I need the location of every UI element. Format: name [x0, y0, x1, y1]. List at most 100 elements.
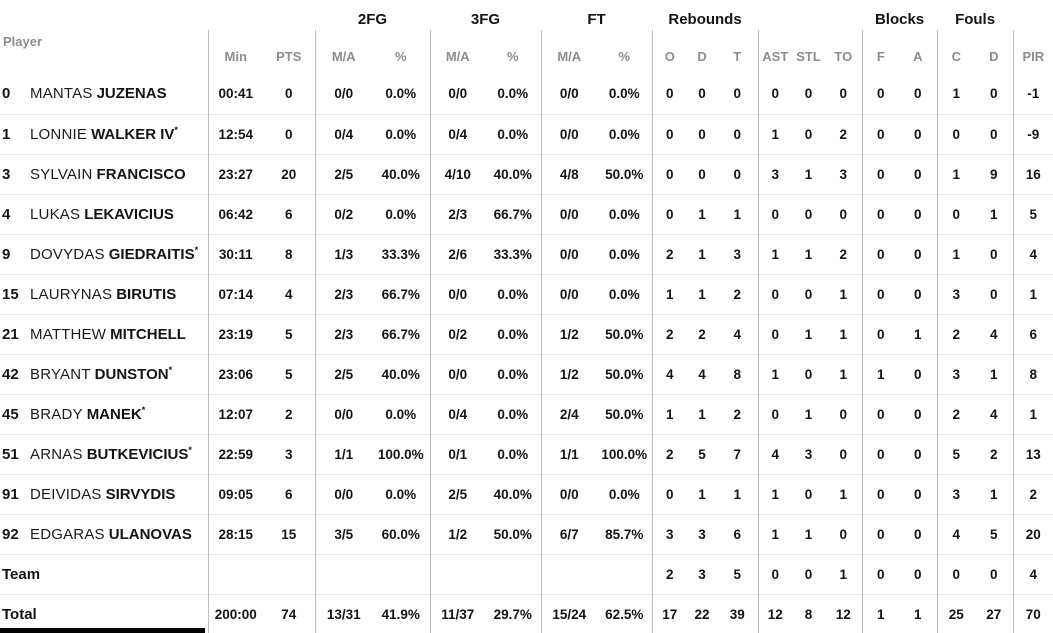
cell-foul_c: 0 [937, 193, 976, 234]
cell-fg2_pct: 0.0% [372, 193, 431, 234]
cell-ast: 3 [758, 153, 793, 194]
jersey-number: 91 [2, 485, 19, 503]
player-name-cell: 51 ARNAS BUTKEVICIUS* [0, 433, 209, 474]
cell-fg3_ma [430, 553, 485, 594]
cell-reb_o: 2 [652, 233, 688, 274]
cell-foul_c: 1 [952, 86, 961, 102]
cell-fg3_pct: 0.0% [485, 273, 542, 314]
cell-fg2_ma: 0/0 [334, 86, 354, 102]
cell-min [208, 553, 263, 594]
player-last-name: BUTKEVICIUS [86, 445, 189, 463]
cell-stl: 1 [792, 393, 826, 434]
cell-reb_t: 1 [717, 193, 759, 234]
player-last-name: DUNSTON [94, 365, 169, 383]
player-name-cell: 4 LUKAS LEKAVICIUS [0, 193, 209, 234]
cell-foul_d: 0 [975, 74, 1014, 114]
cell-pir: -1 [1027, 86, 1040, 102]
group-header-2fg: 2FG [357, 10, 388, 28]
cell-blk_a: 0 [899, 513, 938, 554]
cell-reb_t: 1 [717, 473, 759, 514]
col-header-ft-ma: M/A [557, 49, 582, 64]
cell-foul_d: 1 [975, 473, 1014, 514]
cell-ft_pct [597, 553, 653, 594]
cell-fg3_ma: 0/0 [448, 86, 468, 102]
cell-ast: 1 [758, 113, 793, 154]
cell-min: 12:07 [208, 393, 263, 434]
cell-reb_o: 0 [652, 113, 688, 154]
cell-ft_pct: 0.0% [597, 74, 653, 114]
cell-to: 1 [825, 553, 863, 594]
cell-ft_ma [541, 553, 597, 594]
cell-pir: 8 [1013, 353, 1053, 394]
cell-blk_f: 0 [862, 273, 900, 314]
cell-reb_d: 2 [687, 313, 718, 354]
cell-to: 3 [825, 153, 863, 194]
player-row: 3 SYLVAIN FRANCISCO 23:27 20 2/5 40.0% 4/10 40.0… [0, 153, 1053, 194]
cell-fg3_ma: 2/6 [430, 233, 485, 274]
player-row: 21 MATTHEW MITCHELL 23:19 5 2/3 66.7% 0/2 0.0% 1/… [0, 313, 1053, 354]
cell-blk_a: 0 [899, 433, 938, 474]
cell-foul_c: 2 [937, 313, 976, 354]
col-header-reb-o: O [664, 49, 675, 64]
col-header-pts: PTS [263, 30, 316, 74]
cell-reb_t: 0 [717, 74, 759, 114]
team-row: Team 2 3 5 0 0 1 0 0 0 0 4 [0, 553, 1053, 594]
cell-stl: 0 [792, 273, 826, 314]
cell-reb_t: 8 [717, 353, 759, 394]
cell-ft_pct: 0.0% [597, 233, 653, 274]
cell-blk_a: 0 [899, 353, 938, 394]
cell-blk_a: 0 [899, 193, 938, 234]
cell-pts: 2 [263, 393, 316, 434]
cell-ft_ma: 0/0 [559, 86, 579, 102]
cell-min: 28:15 [208, 513, 263, 554]
player-first-name: EDGARAS [30, 525, 105, 543]
cell-ast: 1 [758, 513, 793, 554]
cell-min: 23:27 [208, 153, 263, 194]
cell-min: 09:05 [208, 473, 263, 514]
player-last-name: ULANOVAS [108, 525, 192, 543]
stats-rows: 0 MANTAS JUZENAS 00:41 0 0/0 0.0% 0/0 0.0% 0/0 0.0… [0, 74, 1053, 633]
cell-reb_o: 1 [652, 393, 688, 434]
player-last-name: SIRVYDIS [105, 485, 176, 503]
cell-reb_d: 0 [698, 86, 706, 102]
cell-fg2_ma: 0/2 [315, 193, 372, 234]
col-header-foul-d: D [975, 30, 1014, 74]
cell-min: 23:06 [208, 353, 263, 394]
cell-fg3_ma: 0/1 [430, 433, 485, 474]
player-row: 92 EDGARAS ULANOVAS 28:15 15 3/5 60.0% 1/2 50.0%… [0, 513, 1053, 554]
jersey-number: 51 [2, 445, 19, 463]
cell-foul_c: 1 [937, 233, 976, 274]
horizontal-scrollbar-thumb[interactable] [0, 628, 205, 633]
cell-reb_d: 22 [687, 593, 718, 633]
cell-fg2_ma: 2/3 [315, 273, 372, 314]
cell-ft_ma: 0/0 [541, 193, 597, 234]
cell-stl: 1 [792, 513, 826, 554]
player-name-cell: 42 BRYANT DUNSTON* [0, 353, 209, 394]
cell-reb_o: 2 [652, 313, 688, 354]
cell-reb_o: 17 [652, 593, 688, 633]
cell-blk_a: 0 [899, 233, 938, 274]
cell-fg2_ma: 0/0 [315, 473, 372, 514]
cell-stl: 1 [792, 233, 826, 274]
cell-reb_o: 2 [652, 553, 688, 594]
col-header-reb-t: T [717, 30, 759, 74]
cell-blk_f: 1 [862, 593, 900, 633]
cell-fg3_ma: 0/0 [430, 273, 485, 314]
cell-reb_o: 1 [652, 273, 688, 314]
player-row: 0 MANTAS JUZENAS 00:41 0 0/0 0.0% 0/0 0.0% 0/0 0.0… [0, 74, 1053, 114]
cell-fg2_pct: 100.0% [372, 433, 431, 474]
cell-blk_f: 0 [862, 313, 900, 354]
player-last-name: GIEDRAITIS [108, 245, 195, 263]
cell-fg3_pct: 29.7% [485, 593, 542, 633]
player-name-cell: 45 BRADY MANEK* [0, 393, 209, 434]
cell-fg3_pct: 0.0% [485, 74, 542, 114]
col-header-foul-c: C [951, 49, 961, 64]
cell-fg2_pct: 41.9% [372, 593, 431, 633]
starter-mark: * [188, 444, 192, 455]
cell-foul_d: 0 [975, 553, 1014, 594]
column-header-row: Player Min PTS M/A % M/A % M/A % O D T A… [0, 30, 1053, 74]
cell-foul_d: 5 [975, 513, 1014, 554]
player-name-cell: 9 DOVYDAS GIEDRAITIS* [0, 233, 209, 274]
cell-blk_f: 0 [862, 153, 900, 194]
cell-fg3_ma: 0/4 [430, 113, 485, 154]
